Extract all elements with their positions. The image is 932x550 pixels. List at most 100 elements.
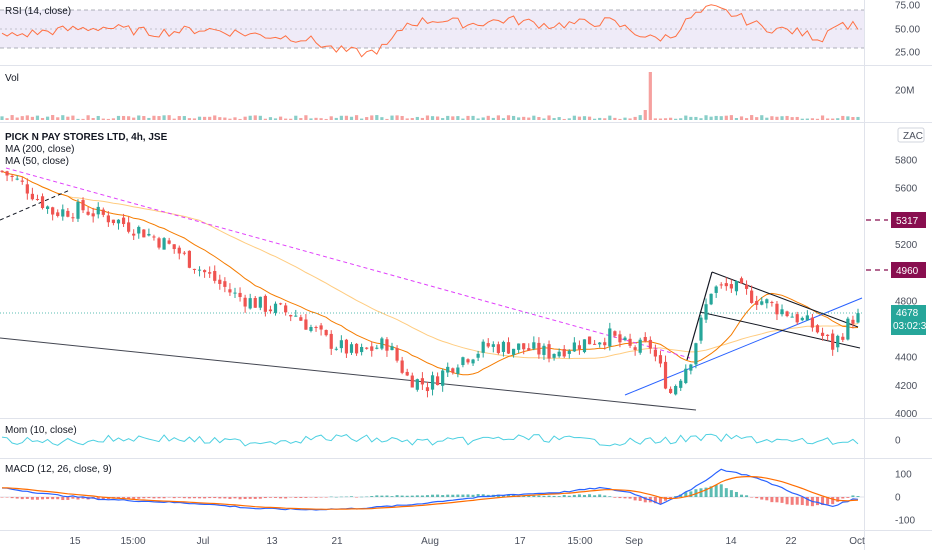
candle-body xyxy=(76,201,80,219)
macd-hist-bar xyxy=(785,497,789,505)
price-tick: 5600 xyxy=(895,184,918,195)
macd-hist-bar xyxy=(603,495,607,497)
volume-bar xyxy=(349,116,354,120)
volume-bar xyxy=(324,118,328,120)
candle-body xyxy=(750,290,754,303)
volume-bar xyxy=(724,115,728,120)
volume-bar xyxy=(71,115,75,120)
macd-hist-bar xyxy=(46,497,50,500)
candle-body xyxy=(334,348,338,350)
macd-hist-bar xyxy=(415,495,419,497)
candle-body xyxy=(785,311,789,317)
candle-body xyxy=(284,305,288,313)
volume-bar xyxy=(81,118,85,120)
macd-hist-bar xyxy=(800,497,804,506)
time-tick: Jul xyxy=(197,536,210,547)
macd-hist-bar xyxy=(456,494,460,497)
volume-bar xyxy=(420,117,425,120)
volume-bar xyxy=(633,116,637,120)
candle-body xyxy=(354,343,359,354)
candle-body xyxy=(603,342,607,346)
candle-body xyxy=(719,284,723,286)
volume-bar xyxy=(506,115,511,120)
candle-body xyxy=(562,349,566,357)
candle-body xyxy=(410,375,414,388)
volume-bar xyxy=(623,117,627,120)
volume-bar xyxy=(162,115,166,120)
volume-bar xyxy=(243,116,247,120)
candle-body xyxy=(395,348,399,361)
candle-body xyxy=(425,387,430,392)
macd-hist-bar xyxy=(552,495,556,497)
time-tick: 15:00 xyxy=(567,536,592,547)
candle-body xyxy=(319,325,323,330)
volume-bar xyxy=(572,115,576,120)
macd-hist-bar xyxy=(588,494,592,497)
volume-bar xyxy=(820,115,825,120)
macd-hist-bar xyxy=(461,494,465,497)
price-tick: 4200 xyxy=(895,381,918,392)
signal-line xyxy=(1,476,859,510)
volume-bar xyxy=(96,115,100,120)
volume-bar xyxy=(182,116,186,120)
macd-hist-bar xyxy=(410,495,414,497)
candle-body xyxy=(537,342,541,355)
symbol-title: PICK N PAY STORES LTD, 4h, JSE xyxy=(5,132,168,143)
candle-body xyxy=(106,215,110,223)
macd-hist-bar xyxy=(760,497,764,500)
rsi-tick: 50.00 xyxy=(895,25,920,36)
time-tick: Sep xyxy=(625,536,643,547)
macd-hist-bar xyxy=(258,497,262,499)
candle-body xyxy=(142,229,146,238)
candle-body xyxy=(309,326,313,331)
macd-hist-bar xyxy=(653,497,657,504)
volume-bar xyxy=(339,115,343,120)
ma200-label: MA (200, close) xyxy=(5,144,74,155)
macd-hist-bar xyxy=(61,497,65,501)
candle-body xyxy=(496,344,500,354)
candle-body xyxy=(618,334,622,343)
volume-bar xyxy=(309,118,313,120)
candle-body xyxy=(253,297,257,308)
candle-body xyxy=(684,368,688,384)
macd-hist-bar xyxy=(466,494,470,497)
volume-bar xyxy=(841,115,845,120)
macd-hist-bar xyxy=(147,497,151,499)
macd-hist-bar xyxy=(5,497,9,498)
macd-hist-bar xyxy=(15,497,19,499)
volume-bar xyxy=(760,115,764,120)
candle-body xyxy=(415,379,419,390)
candle-body xyxy=(294,315,298,317)
candle-body xyxy=(557,351,561,357)
volume-bar xyxy=(481,117,485,120)
candle-body xyxy=(177,247,181,254)
candle-body xyxy=(233,292,237,294)
candle-body xyxy=(729,284,733,289)
macd-hist-bar xyxy=(289,497,293,498)
volume-bar xyxy=(471,115,475,120)
candle-body xyxy=(506,342,511,354)
candle-body xyxy=(623,337,627,341)
macd-hist-bar xyxy=(309,497,313,498)
volume-bar xyxy=(476,118,480,120)
candle-body xyxy=(532,342,536,349)
volume-bar xyxy=(111,118,116,120)
volume-bar xyxy=(410,118,414,120)
macd-hist-bar xyxy=(218,497,222,499)
volume-bar xyxy=(76,118,80,120)
candle-body xyxy=(491,344,495,347)
volume-bar xyxy=(522,116,526,120)
macd-hist-bar xyxy=(339,496,343,498)
macd-hist-bar xyxy=(182,497,186,499)
macd-hist-bar xyxy=(537,495,541,497)
macd-hist-bar xyxy=(329,496,333,498)
candle-body xyxy=(501,341,506,352)
price-tick: 5800 xyxy=(895,155,918,166)
price-tick: 4800 xyxy=(895,296,918,307)
volume-bar xyxy=(846,116,850,120)
candlesticks xyxy=(0,170,860,398)
volume-bar xyxy=(294,115,298,120)
macd-hist-bar xyxy=(714,484,718,497)
candle-body xyxy=(243,297,247,307)
macd-hist-bar xyxy=(557,496,561,497)
